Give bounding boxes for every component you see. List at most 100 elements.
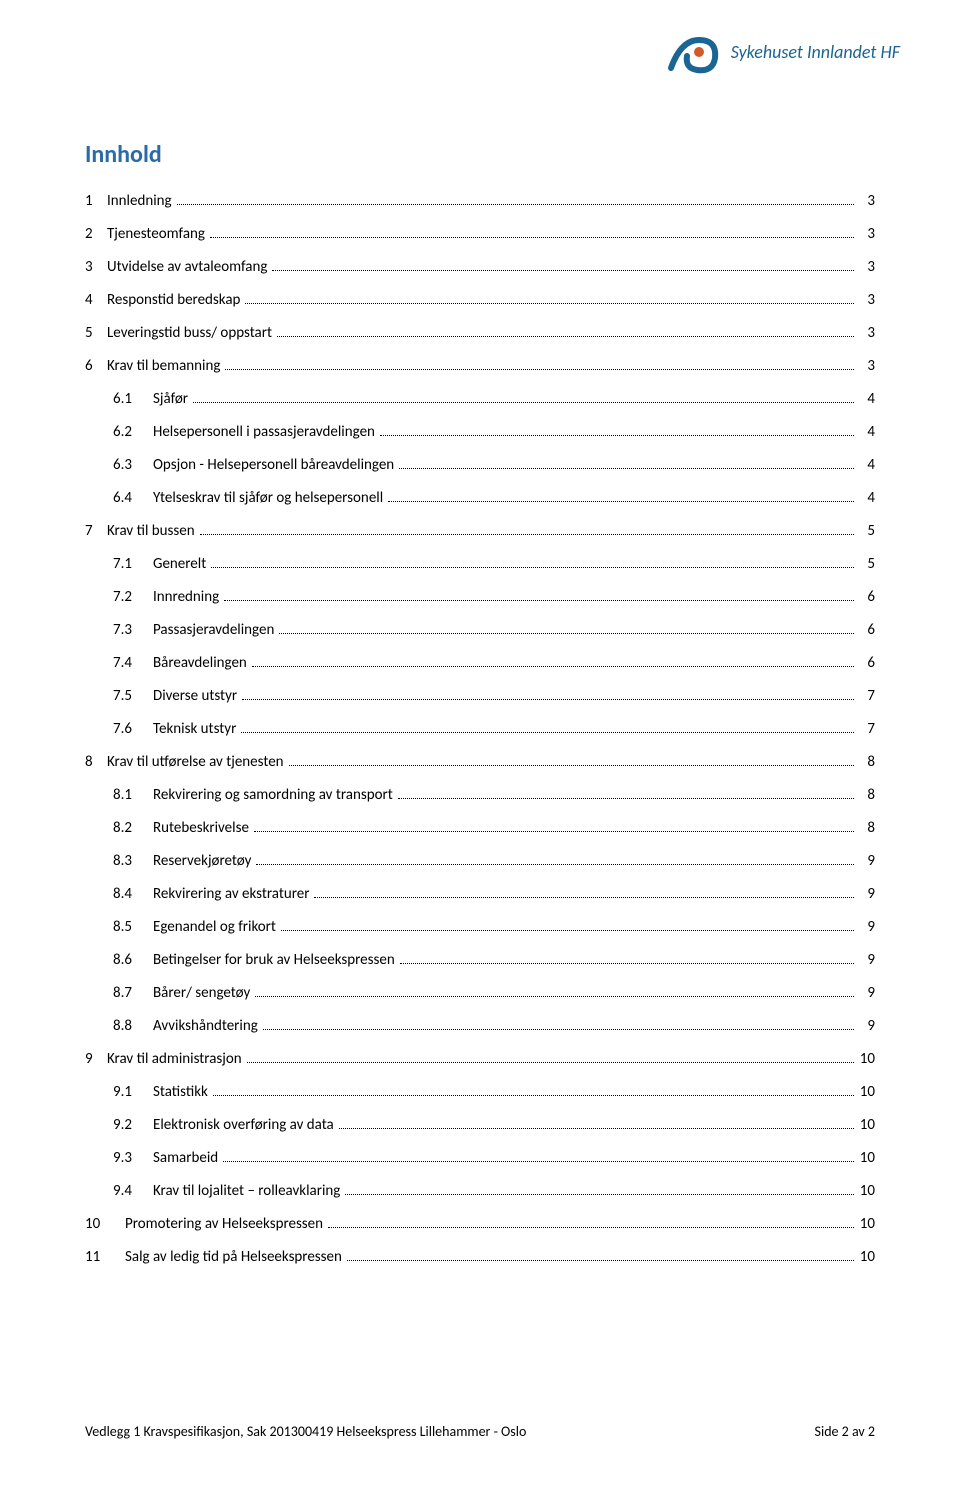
toc-number: 9.1 xyxy=(113,1076,153,1109)
toc-page: 4 xyxy=(857,383,875,416)
logo-text: Sykehuset Innlandet HF xyxy=(731,41,900,63)
toc-leader-dots xyxy=(328,1216,854,1228)
toc-row[interactable]: 7.5Diverse utstyr7 xyxy=(85,680,875,713)
toc-label: Krav til bemanning xyxy=(107,350,222,383)
toc-page: 3 xyxy=(857,185,875,218)
toc-number: 8.6 xyxy=(113,944,153,977)
toc-row[interactable]: 8.1Rekvirering og samordning av transpor… xyxy=(85,779,875,812)
toc-leader-dots xyxy=(339,1117,854,1129)
toc-number: 9.3 xyxy=(113,1142,153,1175)
toc-row[interactable]: 7.6Teknisk utstyr7 xyxy=(85,713,875,746)
toc-row[interactable]: 7Krav til bussen5 xyxy=(85,515,875,548)
toc-label: Responstid beredskap xyxy=(107,284,242,317)
toc-page: 3 xyxy=(857,218,875,251)
toc-page: 4 xyxy=(857,416,875,449)
toc-number: 8.3 xyxy=(113,845,153,878)
toc-row[interactable]: 7.1Generelt5 xyxy=(85,548,875,581)
toc-page: 10 xyxy=(857,1043,875,1076)
toc-page: 3 xyxy=(857,251,875,284)
toc-row[interactable]: 8.3Reservekjøretøy9 xyxy=(85,845,875,878)
toc-page: 4 xyxy=(857,482,875,515)
page-title: Innhold xyxy=(85,140,875,169)
toc-leader-dots xyxy=(223,1150,854,1162)
toc-row[interactable]: 8.6Betingelser for bruk av Helseekspress… xyxy=(85,944,875,977)
toc-page: 8 xyxy=(857,812,875,845)
toc-row[interactable]: 8.5Egenandel og frikort9 xyxy=(85,911,875,944)
toc-row[interactable]: 10Promotering av Helseekspressen10 xyxy=(85,1208,875,1241)
toc-number: 6.4 xyxy=(113,482,153,515)
toc-row[interactable]: 6Krav til bemanning3 xyxy=(85,350,875,383)
toc-row[interactable]: 1Innledning3 xyxy=(85,185,875,218)
toc-label: Krav til administrasjon xyxy=(107,1043,244,1076)
toc-leader-dots xyxy=(247,1051,854,1063)
toc-number: 7.6 xyxy=(113,713,153,746)
toc-label: Opsjon - Helsepersonell båreavdelingen xyxy=(153,449,396,482)
toc-leader-dots xyxy=(272,259,854,271)
toc-row[interactable]: 9Krav til administrasjon10 xyxy=(85,1043,875,1076)
toc-row[interactable]: 7.2Innredning6 xyxy=(85,581,875,614)
toc-leader-dots xyxy=(252,655,854,667)
toc-row[interactable]: 9.2Elektronisk overføring av data10 xyxy=(85,1109,875,1142)
toc-label: Rutebeskrivelse xyxy=(153,812,251,845)
toc-page: 7 xyxy=(857,680,875,713)
toc-label: Rekvirering og samordning av transport xyxy=(153,779,395,812)
toc-row[interactable]: 6.1Sjåfør 4 xyxy=(85,383,875,416)
toc-content: Innhold 1Innledning32Tjenesteomfang33Utv… xyxy=(85,140,875,1274)
toc-leader-dots xyxy=(388,490,854,502)
toc-page: 10 xyxy=(857,1142,875,1175)
toc-page: 5 xyxy=(857,548,875,581)
toc-label: Sjåfør xyxy=(153,383,190,416)
toc-number: 8 xyxy=(85,746,107,779)
toc-page: 9 xyxy=(857,944,875,977)
toc-number: 8.2 xyxy=(113,812,153,845)
toc-row[interactable]: 4Responstid beredskap3 xyxy=(85,284,875,317)
toc-number: 6.1 xyxy=(113,383,153,416)
toc-row[interactable]: 6.2Helsepersonell i passasjeravdelingen4 xyxy=(85,416,875,449)
toc-leader-dots xyxy=(224,589,854,601)
toc-number: 3 xyxy=(85,251,107,284)
toc-leader-dots xyxy=(263,1018,854,1030)
toc-row[interactable]: 9.3Samarbeid10 xyxy=(85,1142,875,1175)
toc-row[interactable]: 8.7Bårer/ sengetøy9 xyxy=(85,977,875,1010)
toc-label: Krav til lojalitet – rolleavklaring xyxy=(153,1175,342,1208)
toc-row[interactable]: 6.3Opsjon - Helsepersonell båreavdelinge… xyxy=(85,449,875,482)
toc-page: 9 xyxy=(857,977,875,1010)
toc-page: 3 xyxy=(857,284,875,317)
toc-number: 10 xyxy=(85,1208,125,1241)
toc-row[interactable]: 8.4Rekvirering av ekstraturer9 xyxy=(85,878,875,911)
toc-number: 6 xyxy=(85,350,107,383)
toc-row[interactable]: 6.4Ytelseskrav til sjåfør og helseperson… xyxy=(85,482,875,515)
toc-label: Salg av ledig tid på Helseekspressen xyxy=(125,1241,344,1274)
toc-number: 8.7 xyxy=(113,977,153,1010)
toc-leader-dots xyxy=(279,622,854,634)
toc-list: 1Innledning32Tjenesteomfang33Utvidelse a… xyxy=(85,185,875,1274)
toc-row[interactable]: 8.2Rutebeskrivelse 8 xyxy=(85,812,875,845)
toc-leader-dots xyxy=(245,292,854,304)
toc-number: 6.3 xyxy=(113,449,153,482)
toc-row[interactable]: 2Tjenesteomfang3 xyxy=(85,218,875,251)
toc-leader-dots xyxy=(255,985,854,997)
toc-leader-dots xyxy=(398,787,854,799)
toc-number: 8.5 xyxy=(113,911,153,944)
toc-number: 7.3 xyxy=(113,614,153,647)
toc-row[interactable]: 7.4Båreavdelingen6 xyxy=(85,647,875,680)
toc-row[interactable]: 9.4Krav til lojalitet – rolleavklaring10 xyxy=(85,1175,875,1208)
toc-leader-dots xyxy=(380,424,854,436)
toc-row[interactable]: 11Salg av ledig tid på Helseekspressen10 xyxy=(85,1241,875,1274)
toc-row[interactable]: 8Krav til utførelse av tjenesten8 xyxy=(85,746,875,779)
toc-row[interactable]: 3Utvidelse av avtaleomfang3 xyxy=(85,251,875,284)
toc-label: Statistikk xyxy=(153,1076,210,1109)
toc-number: 7.1 xyxy=(113,548,153,581)
toc-number: 7.4 xyxy=(113,647,153,680)
toc-row[interactable]: 9.1Statistikk 10 xyxy=(85,1076,875,1109)
toc-label: Promotering av Helseekspressen xyxy=(125,1208,325,1241)
toc-row[interactable]: 7.3Passasjeravdelingen6 xyxy=(85,614,875,647)
toc-page: 10 xyxy=(857,1076,875,1109)
toc-row[interactable]: 8.8Avvikshåndtering9 xyxy=(85,1010,875,1043)
footer-left: Vedlegg 1 Kravspesifikasjon, Sak 2013004… xyxy=(85,1423,526,1440)
toc-row[interactable]: 5Leveringstid buss/ oppstart3 xyxy=(85,317,875,350)
toc-leader-dots xyxy=(213,1084,854,1096)
toc-leader-dots xyxy=(281,919,854,931)
toc-number: 8.4 xyxy=(113,878,153,911)
toc-label: Krav til utførelse av tjenesten xyxy=(107,746,286,779)
